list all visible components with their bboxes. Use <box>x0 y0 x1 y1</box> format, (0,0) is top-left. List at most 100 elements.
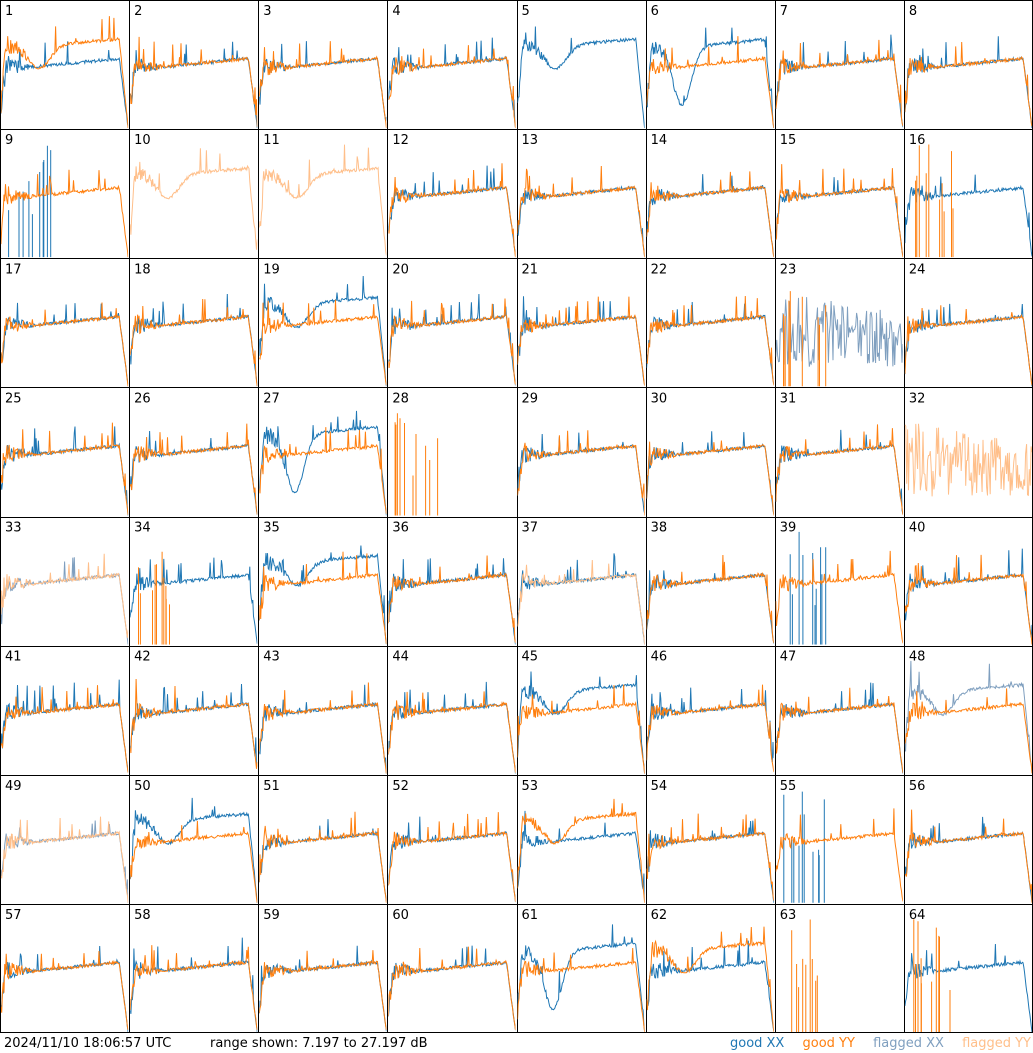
panel-label: 12 <box>392 133 409 148</box>
series-good-yy <box>259 299 387 386</box>
panel-52: 52 <box>388 779 516 903</box>
panel-14: 14 <box>646 133 774 258</box>
series-good-xx <box>775 34 903 128</box>
panel-43: 43 <box>259 650 387 774</box>
panel-label: 2 <box>134 4 142 19</box>
series-good-yy <box>388 45 516 129</box>
series-good-yy <box>783 291 827 387</box>
panel-label: 56 <box>909 779 926 794</box>
panel-label: 58 <box>134 908 151 923</box>
series-good-yy <box>388 691 516 773</box>
series-good-xx <box>259 945 387 1032</box>
panel-label: 33 <box>5 521 22 536</box>
series-good-xx <box>130 683 258 767</box>
panel-25: 25 <box>1 391 129 516</box>
panel-1: 1 <box>1 4 129 129</box>
panel-38: 38 <box>646 521 774 644</box>
panel-label: 46 <box>651 650 668 665</box>
panel-31: 31 <box>775 391 903 515</box>
panel-label: 34 <box>134 521 151 536</box>
panel-label: 30 <box>651 391 668 406</box>
panel-label: 39 <box>780 521 797 536</box>
series-good-xx <box>783 791 825 903</box>
panel-56: 56 <box>904 779 1032 903</box>
series-good-xx <box>8 145 52 258</box>
series-good-xx <box>130 797 258 903</box>
panel-label: 50 <box>134 779 151 794</box>
panel-30: 30 <box>646 391 774 516</box>
panel-50: 50 <box>130 779 258 903</box>
series-good-yy <box>517 684 645 774</box>
series-good-yy <box>259 950 387 1031</box>
series-good-xx <box>775 682 903 774</box>
panel-48: 48 <box>904 650 1032 774</box>
series-good-yy <box>1 422 129 515</box>
panel-label: 1 <box>5 4 13 19</box>
panel-24: 24 <box>904 262 1032 387</box>
series-good-yy <box>259 41 387 129</box>
panel-15: 15 <box>775 133 903 258</box>
series-good-xx <box>517 671 645 774</box>
series-good-yy <box>130 298 258 387</box>
series-good-xx <box>388 293 516 386</box>
series-good-yy <box>646 295 774 386</box>
series-good-yy <box>904 688 1032 774</box>
series-good-xx <box>646 174 774 257</box>
series-flagged-yy <box>904 423 1032 497</box>
panel-label: 55 <box>780 779 797 794</box>
series-flagged-xx <box>904 660 1032 772</box>
series-flagged-yy <box>1 816 129 903</box>
panel-label: 45 <box>522 650 539 665</box>
panel-40: 40 <box>904 521 1032 645</box>
panel-60: 60 <box>388 908 516 1031</box>
panel-label: 29 <box>522 391 539 406</box>
series-good-yy <box>517 430 645 516</box>
series-good-yy <box>646 926 774 1032</box>
series-flagged-yy <box>517 559 645 645</box>
panel-label: 60 <box>392 908 409 923</box>
panel-label: 28 <box>392 391 409 406</box>
panel-label: 52 <box>392 779 409 794</box>
panel-28: 28 <box>392 391 439 516</box>
panel-63: 63 <box>780 908 818 1032</box>
series-good-yy <box>388 946 516 1031</box>
series-good-yy <box>517 165 645 258</box>
panel-label: 43 <box>263 650 280 665</box>
series-good-yy <box>915 144 954 258</box>
series-good-xx <box>259 684 387 774</box>
panel-label: 23 <box>780 262 797 277</box>
series-good-xx <box>517 185 645 257</box>
panel-7: 7 <box>775 4 903 128</box>
panel-label: 5 <box>522 4 530 19</box>
panel-label: 48 <box>909 650 926 665</box>
series-good-yy <box>904 554 1032 645</box>
panel-label: 19 <box>263 262 280 277</box>
panel-label: 10 <box>134 133 151 148</box>
panel-49: 49 <box>1 779 129 903</box>
panel-label: 38 <box>651 521 668 536</box>
series-good-xx <box>517 810 645 902</box>
series-flagged-xx <box>775 297 903 367</box>
series-good-xx <box>1 302 129 385</box>
series-good-yy <box>259 427 387 514</box>
series-good-xx <box>130 557 258 644</box>
series-flagged-xx <box>1 557 129 645</box>
series-good-yy <box>130 945 258 1031</box>
panel-label: 22 <box>651 262 668 277</box>
panel-21: 21 <box>517 262 645 386</box>
panel-label: 26 <box>134 391 151 406</box>
series-good-yy <box>259 811 387 903</box>
series-good-yy <box>646 171 774 258</box>
series-good-xx <box>904 816 1032 903</box>
panel-9: 9 <box>1 133 129 258</box>
series-good-xx <box>646 687 774 763</box>
panel-label: 47 <box>780 650 797 665</box>
legend-flagged-yy: flagged YY <box>962 1036 1031 1051</box>
series-flagged-yy <box>1 553 129 638</box>
panel-label: 64 <box>909 908 926 923</box>
series-good-yy <box>1 302 129 387</box>
panel-64: 64 <box>904 908 1032 1032</box>
series-good-xx <box>904 36 1032 129</box>
series-good-xx <box>388 945 516 1031</box>
panel-10: 10 <box>130 133 258 250</box>
